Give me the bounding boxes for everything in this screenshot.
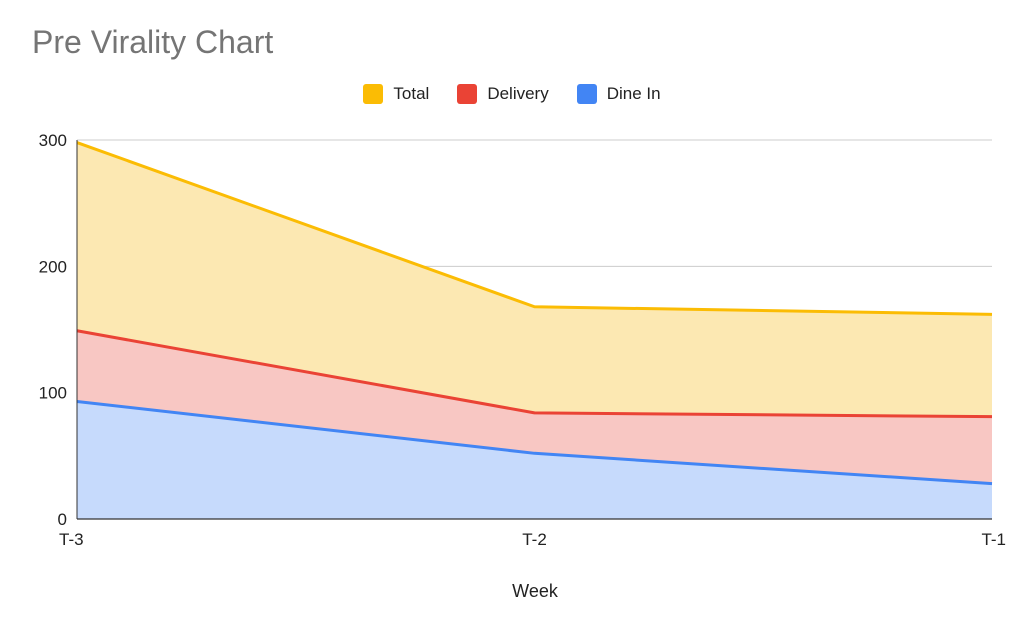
y-tick-label-0: 0 <box>58 510 67 529</box>
x-tick-label-t-3: T-3 <box>59 530 84 549</box>
legend-label-dine-in: Dine In <box>606 84 661 103</box>
legend-swatch-delivery <box>457 84 478 104</box>
legend-item-total[interactable]: Total <box>363 84 429 104</box>
line-delivery[interactable] <box>76 329 993 419</box>
y-tick-label-200: 200 <box>39 257 67 276</box>
legend-swatch-total <box>363 84 384 104</box>
x-axis-title: Week <box>512 581 559 601</box>
y-tick-label-100: 100 <box>39 384 67 403</box>
legend-item-delivery[interactable]: Delivery <box>457 84 549 104</box>
axes: 0 100 200 300 T-3 T-2 T-1 <box>39 131 1006 549</box>
area-fills <box>77 142 992 519</box>
legend-swatch-dine-in <box>576 84 597 104</box>
y-tick-label-300: 300 <box>39 131 67 150</box>
legend-item-dine-in[interactable]: Dine In <box>576 84 661 104</box>
legend-label-total: Total <box>393 84 430 103</box>
x-tick-label-t-1: T-1 <box>981 530 1006 549</box>
series-lines <box>76 141 993 486</box>
legend-label-delivery: Delivery <box>487 84 549 103</box>
x-tick-label-t-2: T-2 <box>522 530 547 549</box>
line-total[interactable] <box>76 141 993 316</box>
legend: Total Delivery Dine In <box>0 84 1024 104</box>
chart-title: Pre Virality Chart <box>32 24 274 60</box>
line-dine-in[interactable] <box>76 400 993 486</box>
area-dine-in <box>77 401 992 519</box>
